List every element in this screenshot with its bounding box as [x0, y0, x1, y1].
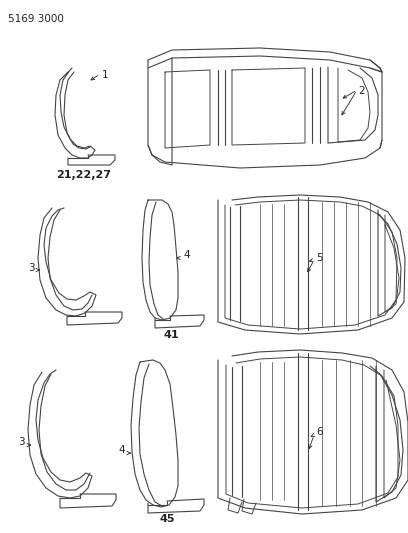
- Text: 2: 2: [358, 86, 365, 96]
- Text: 5: 5: [316, 253, 323, 263]
- Text: 21,22,27: 21,22,27: [56, 170, 111, 180]
- Text: 1: 1: [102, 70, 109, 80]
- Text: 4: 4: [118, 445, 124, 455]
- Text: 45: 45: [160, 514, 175, 524]
- Text: 4: 4: [183, 250, 190, 260]
- Text: 6: 6: [316, 427, 323, 437]
- Text: 41: 41: [164, 330, 180, 340]
- Text: 3: 3: [18, 437, 24, 447]
- Text: 3: 3: [28, 263, 35, 273]
- Text: 5169 3000: 5169 3000: [8, 14, 64, 24]
